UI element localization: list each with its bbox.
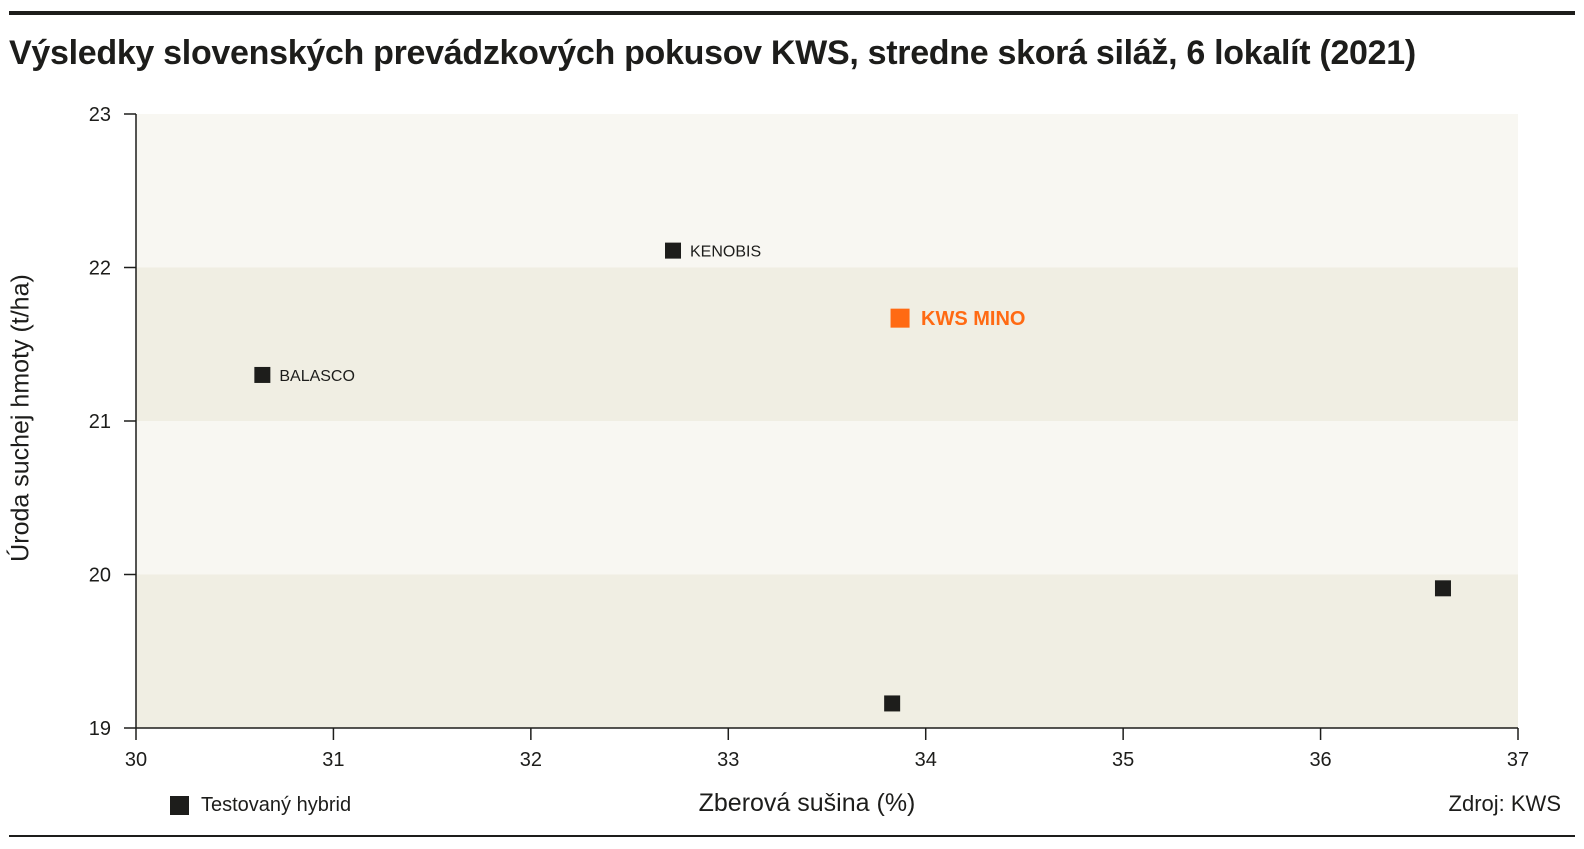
x-axis-label: Zberová sušina (%)	[698, 789, 916, 817]
background-band	[136, 421, 1518, 575]
x-tick-label: 37	[1507, 749, 1529, 771]
x-tick-label: 36	[1309, 749, 1331, 771]
data-point	[665, 242, 682, 259]
legend: Testovaný hybrid	[170, 794, 351, 817]
data-point	[1434, 580, 1451, 597]
data-point	[884, 695, 901, 712]
x-tick-label: 30	[125, 749, 147, 771]
y-axis-label: Úroda suchej hmoty (t/ha)	[6, 274, 35, 562]
y-tick-label: 22	[89, 258, 111, 280]
chart-title: Výsledky slovenských prevádzkových pokus…	[9, 34, 1416, 72]
y-tick-label: 21	[89, 411, 111, 433]
bottom-rule	[9, 835, 1575, 837]
y-tick-label: 19	[89, 718, 111, 740]
source-note: Zdroj: KWS	[1448, 791, 1561, 816]
x-tick-label: 34	[915, 749, 937, 771]
top-rule	[9, 11, 1575, 15]
data-label: KWS MINO	[921, 308, 1025, 330]
background-band	[136, 267, 1518, 421]
x-tick-label: 32	[520, 749, 542, 771]
x-tick-label: 35	[1112, 749, 1134, 771]
data-point	[890, 308, 910, 328]
legend-square-icon	[170, 796, 189, 815]
data-label: KENOBIS	[690, 244, 761, 261]
x-tick-label: 31	[322, 749, 344, 771]
y-tick-label: 20	[89, 565, 111, 587]
x-tick-label: 33	[717, 749, 739, 771]
data-label: BALASCO	[279, 368, 355, 385]
legend-label: Testovaný hybrid	[201, 794, 352, 816]
data-point	[254, 366, 271, 383]
background-band	[136, 574, 1518, 728]
y-tick-label: 23	[89, 104, 111, 126]
background-band	[136, 114, 1518, 268]
